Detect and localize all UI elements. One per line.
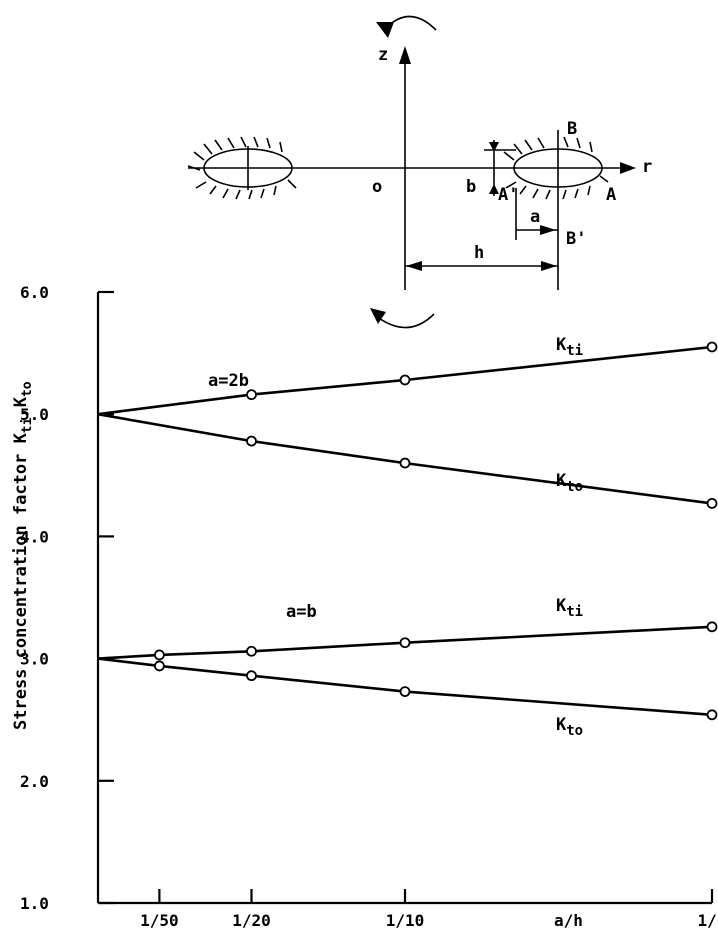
b-dim-arrow-up	[489, 184, 499, 194]
y-tick-label: 2.0	[20, 772, 49, 791]
x-tick-label: 1/5	[698, 911, 718, 930]
series-label-kto-a2b-main: K	[556, 471, 567, 491]
A-prime-label: A'	[498, 185, 518, 205]
y-ticks: 1.0 2.0 3.0 4.0 5.0 6.0	[20, 283, 114, 913]
series-line-1	[97, 412, 713, 505]
left-hatching	[187, 136, 297, 200]
x-tick-label: 1/20	[232, 911, 271, 930]
rotation-arrow-bottom	[375, 313, 435, 329]
series-label-kti-a2b-sub: ti	[566, 343, 583, 359]
group-label-a2b: a=2b	[208, 371, 249, 391]
left-cavity	[187, 136, 297, 200]
data-point	[399, 374, 411, 386]
data-point	[246, 645, 257, 657]
z-axis-arrowhead	[399, 46, 411, 64]
y-tick-label: 1.0	[20, 894, 49, 913]
a-label: a	[530, 207, 540, 227]
b-label: b	[466, 177, 476, 197]
y-axis-label: Stress concentration factor Kti,Kto	[11, 381, 35, 730]
b-dim-arrow-down	[489, 142, 499, 152]
data-point	[706, 498, 718, 509]
y-axis-label-sub2: to	[20, 381, 35, 397]
series-label-kti-a2b-main: K	[556, 335, 567, 355]
right-cavity	[503, 130, 609, 290]
rotation-arrowhead-bottom	[370, 308, 386, 324]
series-markers	[153, 341, 718, 721]
h-dim-arrow-left	[406, 261, 422, 271]
h-label: h	[474, 243, 484, 263]
data-point	[399, 457, 411, 469]
series-label-kto-a2b-sub: to	[566, 479, 583, 495]
r-axis-arrowhead	[620, 162, 636, 174]
right-hatching	[503, 136, 609, 200]
data-point	[246, 435, 257, 447]
A-label: A	[606, 185, 616, 205]
B-prime-label: B'	[566, 229, 586, 249]
y-tick-label: 6.0	[20, 283, 49, 302]
series-label-kti-ab: Kti	[556, 596, 583, 620]
data-point	[706, 709, 718, 721]
data-point	[153, 649, 165, 661]
data-point	[246, 389, 257, 401]
y-axis-label-sub1: ti	[20, 417, 35, 433]
series-lines	[97, 345, 713, 717]
y-tick-label: 5.0	[20, 405, 49, 424]
series-label-kti-a2b: Kti	[556, 335, 583, 359]
series-label-kto-ab: Kto	[556, 715, 583, 739]
series-label-kto-ab-sub: to	[566, 723, 583, 739]
rotation-arrowhead-top	[376, 22, 394, 38]
x-tick-label: 1/50	[140, 911, 179, 930]
series-label-kto-ab-main: K	[556, 715, 567, 735]
y-tick-label: 4.0	[20, 527, 49, 546]
series-line-0	[97, 345, 713, 416]
a-dim-arrow	[540, 225, 556, 235]
data-point	[706, 621, 718, 633]
series-label-kti-ab-sub: ti	[566, 604, 583, 620]
y-tick-label: 3.0	[20, 650, 49, 669]
z-label: z	[378, 45, 388, 65]
torus-diagram: z r o b A' A B B' a	[187, 15, 652, 329]
plot-area: 1.0 2.0 3.0 4.0 5.0 6.0 1/50 1/20 1/10 1/5 a/h S…	[11, 283, 718, 930]
r-label: r	[642, 157, 652, 177]
h-dim-arrow-right	[541, 261, 557, 271]
data-point	[246, 670, 257, 682]
y-axis-label-sep: ,K	[11, 396, 31, 417]
x-tick-label: 1/10	[386, 911, 425, 930]
series-label-kti-ab-main: K	[556, 596, 567, 616]
y-axis-label-main: Stress concentration factor K	[11, 432, 31, 730]
data-point	[153, 660, 165, 672]
group-label-ab: a=b	[286, 602, 317, 622]
data-point	[399, 686, 411, 697]
x-axis-label: a/h	[554, 911, 583, 930]
data-point	[399, 637, 411, 649]
x-ticks: 1/50 1/20 1/10 1/5	[140, 889, 718, 930]
B-label: B	[567, 119, 577, 139]
origin-label: o	[372, 177, 382, 197]
data-point	[706, 341, 718, 353]
series-label-kto-a2b: Kto	[556, 471, 583, 495]
